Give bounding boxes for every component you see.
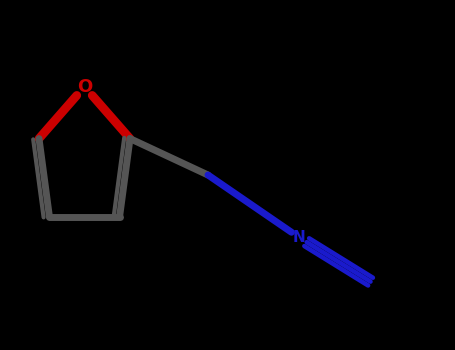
Text: O: O [77, 78, 92, 96]
Text: N: N [293, 230, 305, 245]
